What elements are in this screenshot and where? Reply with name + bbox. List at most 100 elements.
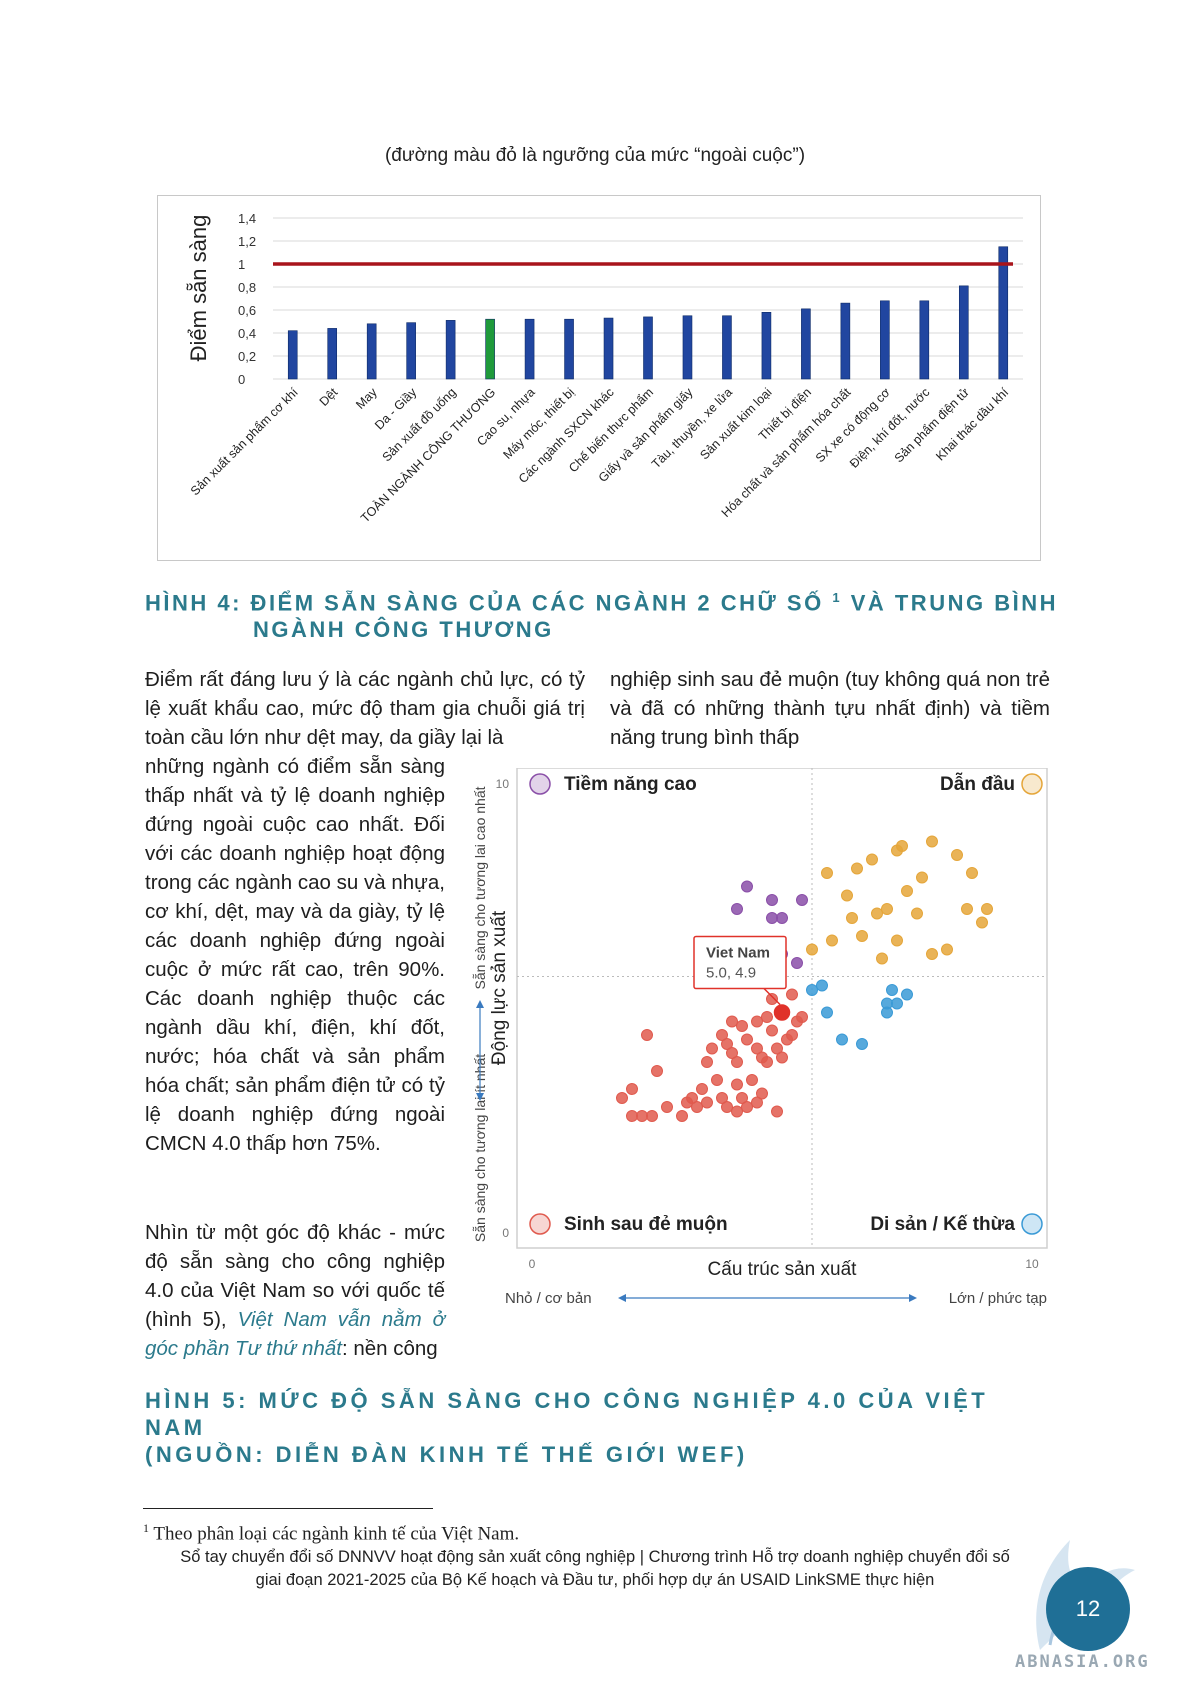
scatter-point: [616, 1092, 628, 1104]
bar: [366, 323, 377, 380]
scatter-point: [881, 997, 893, 1010]
scatter-point: [871, 907, 883, 920]
bar: [919, 300, 930, 380]
scatter-point: [746, 1074, 758, 1086]
scatter-point: [751, 1042, 763, 1055]
scatter-point: [891, 997, 903, 1010]
scatter-y-low-label: Sẵn sàng cho tương lai ít nhất: [472, 1054, 488, 1242]
scatter-point: [626, 1083, 638, 1095]
body-col-left-wide: Điểm rất đáng lưu ý là các ngành chủ lực…: [145, 668, 585, 749]
scatter-point: [786, 988, 798, 1001]
quadrant-label-legacy: Di sản / Kế thừa: [870, 1214, 1015, 1235]
scatter-point: [721, 1101, 733, 1113]
scatter-point: [731, 1056, 743, 1068]
page-number: 12: [1046, 1567, 1130, 1651]
scatter-point: [821, 1006, 833, 1019]
bar-category-label: Sản xuất kim loại: [697, 385, 774, 462]
scatter-point: [691, 1101, 703, 1113]
x-arrow-left-icon: [618, 1294, 626, 1302]
bar-ytick-label: 0: [238, 372, 245, 387]
footnote: 1 Theo phân loại các ngành kinh tế của V…: [143, 1521, 519, 1545]
scatter-point: [791, 957, 803, 969]
scatter-point: [806, 984, 818, 996]
scatter-point: [966, 867, 978, 879]
scatter-point: [836, 1033, 848, 1046]
scatter-point: [796, 1011, 808, 1023]
scatter-point: [926, 948, 938, 960]
body-col-left-narrow: những ngành có điểm sẵn sàng thấp nhất v…: [145, 755, 445, 1155]
bar-category-label: Dệt: [317, 385, 341, 409]
page-footer: Sổ tay chuyển đổi số DNNVV hoạt động sản…: [130, 1546, 1060, 1592]
body-col-right-top: nghiệp sinh sau đẻ muộn (tuy không quá n…: [610, 668, 1050, 749]
bar: [603, 317, 614, 380]
scatter-point: [636, 1110, 648, 1122]
highlight-callout-box: [693, 935, 787, 990]
scatter-point: [896, 840, 908, 852]
scatter-point: [771, 1105, 783, 1118]
y-arrow-up-icon: [476, 1000, 484, 1008]
scatter-point: [716, 1029, 728, 1041]
scatter-point: [941, 943, 953, 956]
scatter-point: [866, 853, 878, 866]
scatter-point: [976, 916, 988, 929]
bar-ytick-label: 0,6: [238, 303, 256, 318]
scatter-point: [846, 912, 858, 924]
para2-start: Nhìn từ một góc độ khác - mức độ sẵn sàn…: [145, 1221, 445, 1331]
scatter-point: [661, 1101, 673, 1113]
figure4-title-line1-end: VÀ TRUNG BÌNH: [850, 590, 1058, 616]
scatter-point: [741, 1101, 753, 1113]
bar-chart-ylabel: Điểm sẵn sàng: [186, 215, 211, 362]
scatter-x-high-label: Lớn / phức tạp: [949, 1290, 1047, 1307]
scatter-point: [756, 1087, 768, 1100]
bar-category-label: Khai thác dầu khí: [933, 385, 1012, 464]
scatter-point: [686, 1092, 698, 1104]
scatter-point: [816, 979, 828, 992]
scatter-xlabel: Cấu trúc sản xuất: [708, 1259, 858, 1280]
bar: [287, 330, 298, 380]
footnote-divider: [143, 1508, 433, 1509]
scatter-x-low-label: Nhỏ / cơ bản: [505, 1290, 592, 1307]
scatter-point: [741, 1033, 753, 1046]
bar-category-label: Sản xuất đồ uống: [380, 385, 459, 464]
scatter-point: [731, 1105, 743, 1118]
scatter-point: [701, 1056, 713, 1068]
bar-ytick-label: 1: [238, 257, 245, 272]
bar: [958, 285, 969, 380]
bar: [761, 312, 772, 380]
scatter-point: [901, 885, 913, 897]
bar: [880, 300, 890, 380]
scatter-point: [726, 1015, 738, 1028]
bar: [682, 315, 693, 380]
footnote-text: Theo phân loại các ngành kinh tế của Việ…: [153, 1523, 520, 1545]
footnote-mark: 1: [143, 1521, 149, 1535]
scatter-point: [766, 1024, 778, 1037]
scatter-point: [726, 1047, 738, 1059]
scatter-point: [696, 1083, 708, 1095]
scatter-point: [711, 1074, 723, 1086]
industry40-readiness-scatter: 10 0 0 10 Tiềm năng cao Dẫn đầu Sinh sau đẻ mu…: [472, 768, 1048, 1307]
scatter-point: [776, 912, 788, 924]
bar: [524, 318, 535, 380]
scatter-point: [766, 894, 778, 906]
quadrant-label-nascent-marker: [529, 1213, 551, 1235]
scatter-point: [796, 894, 808, 906]
scatter-point: [856, 930, 868, 942]
figure4-title-line1: HÌNH 4: ĐIỂM SẴN SÀNG CỦA CÁC NGÀNH 2 CH…: [145, 590, 824, 616]
scatter-point: [751, 1096, 763, 1109]
scatter-point: [981, 903, 993, 915]
bar: [722, 315, 732, 380]
scatter-point: [766, 912, 778, 924]
figure4-chart-frame: Điểm sẵn sàng 0 0,2 0,4 0,6 0,8 1 1,2 1,4 Sản xu…: [157, 195, 1041, 561]
quadrant-label-nascent: Sinh sau đẻ muộn: [564, 1214, 728, 1235]
scatter-point: [626, 1110, 638, 1122]
scatter-point: [856, 1038, 868, 1050]
bar-category-label: SX xe có động cơ: [813, 385, 893, 465]
bar: [327, 328, 338, 380]
bar-ytick-label: 0,8: [238, 280, 256, 295]
scatter-point: [741, 880, 753, 893]
bar-ytick-label: 1,4: [238, 211, 256, 226]
bar: [564, 318, 574, 380]
bar: [643, 316, 653, 380]
scatter-xtick-max: 10: [1025, 1257, 1039, 1271]
highlight-point-vietnam: [772, 1002, 792, 1023]
